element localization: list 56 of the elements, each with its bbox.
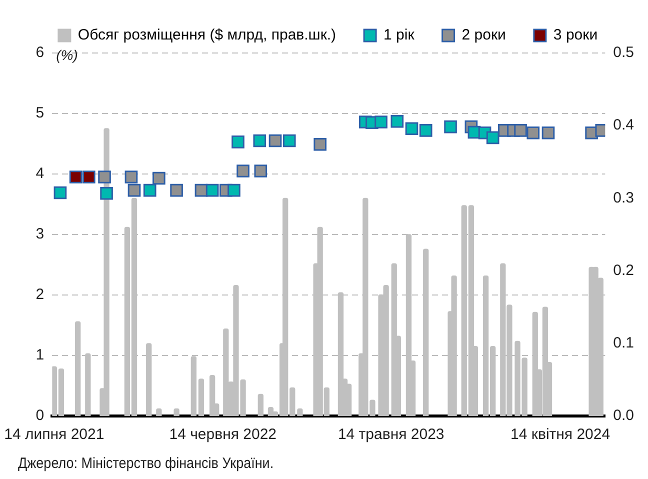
- point: [232, 136, 244, 148]
- point: [514, 124, 527, 137]
- y-tick-label: 5: [36, 104, 44, 122]
- x-tick-label: 14 червня 2022: [169, 426, 277, 444]
- x-tick-label: 14 квітня 2024: [510, 426, 610, 444]
- y-tick-label: 2: [36, 286, 44, 304]
- point: [542, 126, 555, 140]
- point: [236, 164, 250, 178]
- point: [268, 134, 282, 148]
- legend-label: Обсяг розміщення ($ млрд, прав.шк.): [78, 26, 336, 44]
- point: [374, 116, 388, 128]
- point: [124, 170, 138, 184]
- point: [100, 186, 113, 200]
- point: [206, 184, 219, 197]
- point: [54, 186, 67, 200]
- point: [390, 114, 404, 128]
- y-tick-label: 6: [36, 44, 44, 62]
- bar: [258, 394, 264, 416]
- legend-label: 1 рік: [384, 26, 415, 44]
- text: Джерело: Міністерство фінансів України.: [18, 455, 274, 472]
- y-tick-label: 3: [36, 226, 44, 243]
- bar: [297, 408, 303, 416]
- y2-tick-label: 0.0: [613, 407, 634, 424]
- point: [253, 134, 266, 148]
- point: [69, 170, 82, 184]
- y2-tick-label: 0.3: [613, 189, 634, 206]
- y-axis-title: (%): [56, 46, 78, 63]
- point: [128, 184, 141, 197]
- x-tick-label: 14 липня 2021: [4, 426, 104, 444]
- point: [405, 122, 418, 136]
- x-tick-label: 14 травня 2023: [338, 426, 444, 444]
- point: [486, 131, 500, 144]
- point: [82, 170, 96, 184]
- legend-label: 2 роки: [462, 26, 506, 44]
- point: [98, 170, 111, 184]
- bar: [156, 408, 162, 416]
- y-tick-label: 0: [36, 407, 44, 424]
- point: [314, 138, 326, 151]
- y-tick-label: 1: [36, 346, 44, 364]
- y-tick-label: 4: [36, 165, 44, 182]
- legend-label: 3 роки: [553, 26, 598, 44]
- y2-tick-label: 0.4: [613, 116, 634, 134]
- bar: [198, 378, 204, 416]
- point: [152, 172, 166, 185]
- point: [170, 184, 183, 197]
- point: [254, 164, 268, 178]
- y2-tick-label: 0.1: [613, 334, 634, 352]
- point: [282, 134, 296, 148]
- point: [419, 124, 432, 137]
- point: [526, 126, 540, 140]
- point: [143, 184, 156, 197]
- y2-tick-label: 0.5: [613, 44, 634, 62]
- point: [228, 184, 240, 197]
- bar: [174, 408, 180, 416]
- y2-tick-label: 0.2: [613, 262, 634, 279]
- point: [444, 120, 457, 134]
